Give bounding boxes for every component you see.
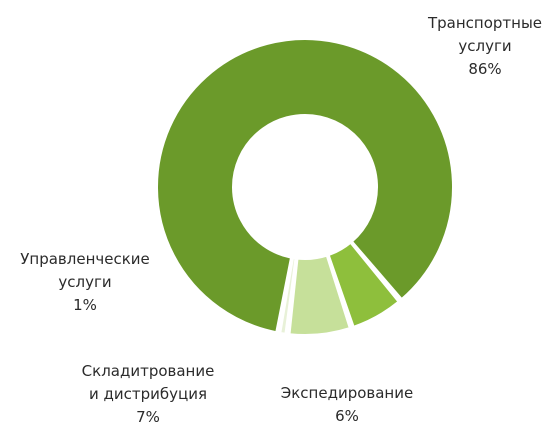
label-transport-value: 86% xyxy=(468,60,502,78)
label-forwarding-line1: Экспедирование xyxy=(280,384,414,402)
label-warehousing: Складитрование и дистрибуция 7% xyxy=(58,360,238,429)
label-transport-line2: услуги xyxy=(458,37,512,55)
label-management-line1: Управленческие xyxy=(20,250,150,268)
donut-slice-2 xyxy=(288,254,352,336)
label-warehousing-line1: Складитрование xyxy=(81,362,215,380)
donut-slice-3 xyxy=(279,256,297,335)
label-transport: Транспортные услуги 86% xyxy=(410,12,556,81)
label-forwarding-value: 6% xyxy=(335,407,359,425)
label-forwarding: Экспедирование 6% xyxy=(262,382,432,428)
label-management: Управленческие услуги 1% xyxy=(0,248,170,317)
label-warehousing-value: 7% xyxy=(136,408,160,426)
label-management-line2: услуги xyxy=(58,273,112,291)
donut-slice-0 xyxy=(156,38,454,334)
donut-slice-1 xyxy=(327,241,400,329)
label-warehousing-line2: и дистрибуция xyxy=(88,385,207,403)
label-management-value: 1% xyxy=(73,296,97,314)
label-transport-line1: Транспортные xyxy=(427,14,543,32)
